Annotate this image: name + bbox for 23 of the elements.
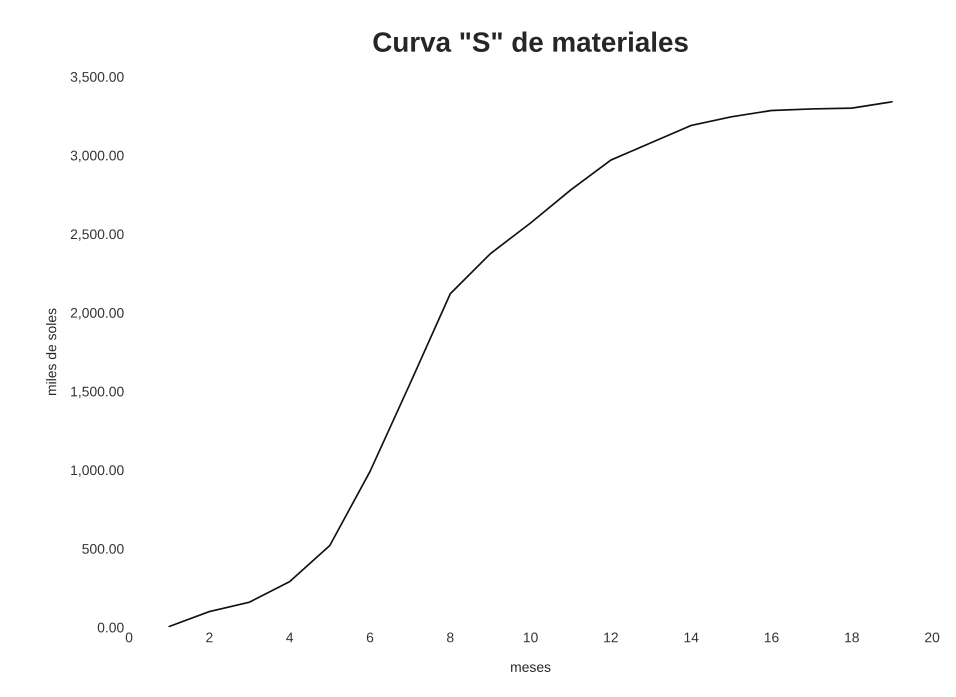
x-tick-label: 16 [764,632,779,642]
y-tick-label: 3,500.00 [70,72,124,84]
chart-title: Curva "S" de materiales [373,32,688,52]
y-tick-label: 500.00 [82,544,124,554]
x-tick-label: 4 [286,632,294,642]
y-tick-label: 1,000.00 [71,465,124,477]
x-tick-label: 18 [845,632,859,642]
y-tick-label: 2,500.00 [70,229,124,241]
y-tick-label: 3,000.00 [70,150,124,162]
y-tick-label: 0.00 [98,622,124,632]
x-tick-label: 2 [206,632,213,642]
y-axis-title: miles de soles [46,308,56,396]
line-series [168,101,893,628]
x-tick-label: 14 [684,632,699,642]
y-tick-label: 1,500.00 [71,386,124,398]
x-axis-title: meses [511,664,551,672]
x-tick-label: 10 [524,632,538,642]
y-tick-label: 2,000.00 [70,308,124,320]
x-tick-label: 12 [604,632,618,642]
x-tick-label: 6 [366,632,374,642]
x-tick-label: 0 [126,632,132,642]
x-tick-label: 8 [447,632,454,642]
x-tick-label: 20 [925,632,940,642]
